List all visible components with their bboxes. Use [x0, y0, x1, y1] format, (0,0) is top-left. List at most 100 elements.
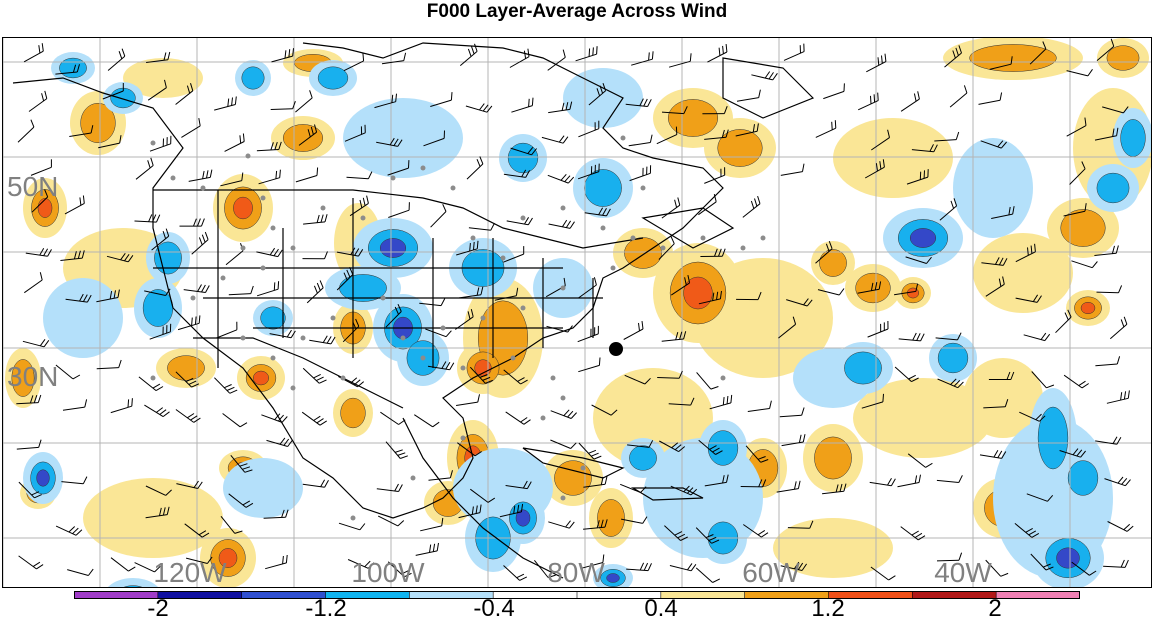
anomaly-contour: [554, 460, 592, 496]
wind-barb: [338, 522, 366, 531]
wind-barb: [228, 285, 254, 296]
wind-barb: [736, 89, 761, 102]
station-dot: [520, 215, 526, 221]
anomaly-contour: [1106, 45, 1140, 71]
station-dot: [460, 365, 466, 371]
colorbar-label: -2: [147, 595, 169, 622]
wind-barb: [303, 214, 328, 225]
anomaly-contour: [507, 142, 539, 174]
wind-barb: [377, 515, 405, 527]
wind-barb: [301, 411, 327, 426]
wind-barb: [548, 219, 575, 229]
anomaly-contour: [963, 358, 1043, 438]
wind-barb: [60, 250, 85, 261]
wind-barb: [700, 248, 726, 257]
wind-barb: [347, 559, 375, 569]
wind-barb: [786, 298, 813, 307]
wind-barb: [183, 284, 210, 293]
wind-barb: [822, 483, 847, 495]
wind-barb: [621, 516, 648, 524]
wind-barb: [1023, 332, 1051, 342]
wind-barb: [230, 454, 253, 473]
wind-barb: [420, 517, 444, 532]
wind-barb: [939, 198, 958, 221]
wind-barb: [309, 335, 336, 345]
wind-barb: [456, 240, 479, 256]
wind-barb: [937, 378, 964, 389]
colorbar-segment: [493, 591, 578, 599]
wind-barb: [419, 298, 446, 307]
wind-barb: [214, 96, 237, 111]
wind-barb: [138, 376, 164, 392]
wind-barb: [511, 97, 534, 113]
wind-barb: [188, 169, 213, 182]
colorbar-segment: [74, 591, 159, 599]
wind-barb: [455, 308, 474, 330]
station-dot: [630, 235, 636, 241]
station-dot: [460, 435, 466, 441]
anomaly-contour: [317, 66, 349, 90]
boundary-line: [522, 447, 625, 479]
wind-barb: [704, 167, 726, 184]
wind-barb: [577, 163, 600, 180]
wind-barb: [506, 217, 533, 226]
wind-barb: [145, 485, 172, 496]
anomaly-contour: [819, 249, 847, 277]
colorbar-label: -0.4: [473, 595, 515, 622]
wind-barb: [415, 542, 439, 556]
wind-barb: [385, 303, 402, 328]
wind-barb: [1031, 371, 1055, 389]
wind-barb: [656, 126, 678, 145]
station-dot: [360, 215, 366, 221]
lat-label-50n: 50N: [7, 171, 59, 202]
wind-barb: [857, 92, 879, 111]
wind-barb: [263, 509, 289, 519]
wind-barb: [214, 377, 238, 394]
wind-barb: [787, 520, 814, 529]
wind-barb: [1055, 309, 1072, 334]
wind-barb: [23, 43, 44, 63]
wind-barb: [220, 515, 243, 534]
wind-barb: [815, 241, 833, 264]
lat-label-30n: 30N: [7, 361, 59, 392]
wind-barb: [949, 85, 968, 108]
wind-barb: [505, 480, 532, 490]
station-dot: [240, 245, 246, 251]
wind-barb: [1015, 243, 1036, 263]
station-dot: [220, 275, 226, 281]
wind-barb: [577, 325, 599, 343]
anomaly-contour: [1120, 119, 1146, 157]
wind-barb: [69, 125, 94, 137]
wind-barb: [864, 159, 885, 179]
wind-barb: [175, 371, 200, 388]
wind-barb: [900, 91, 920, 112]
station-dot: [245, 153, 251, 159]
page-title: F000 Layer-Average Across Wind: [426, 1, 728, 22]
wind-barb: [222, 413, 248, 428]
station-dot: [600, 225, 606, 231]
station-dot: [450, 185, 456, 191]
wind-barb: [1104, 476, 1131, 487]
wind-barb: [509, 48, 530, 68]
anomaly-contour: [282, 124, 324, 152]
station-dot: [290, 385, 296, 391]
wind-barb: [894, 366, 919, 383]
anomaly-contour: [953, 138, 1033, 238]
colorbar-segment: [996, 591, 1080, 599]
wind-barb: [336, 266, 354, 291]
wind-barb: [306, 280, 324, 304]
wind-barb: [177, 315, 201, 331]
wind-barb: [1059, 448, 1086, 458]
wind-barb: [980, 140, 1007, 149]
wind-barb: [736, 291, 762, 301]
anomaly-contour: [36, 469, 50, 487]
wind-barb: [867, 320, 889, 338]
wind-barb: [870, 566, 896, 581]
anomaly-contour: [844, 351, 882, 385]
wind-barb: [1015, 294, 1042, 303]
wind-barb: [374, 93, 397, 109]
wind-barb: [781, 434, 806, 447]
wind-barb: [704, 129, 729, 140]
station-dot: [510, 355, 516, 361]
wind-barb: [591, 404, 618, 416]
